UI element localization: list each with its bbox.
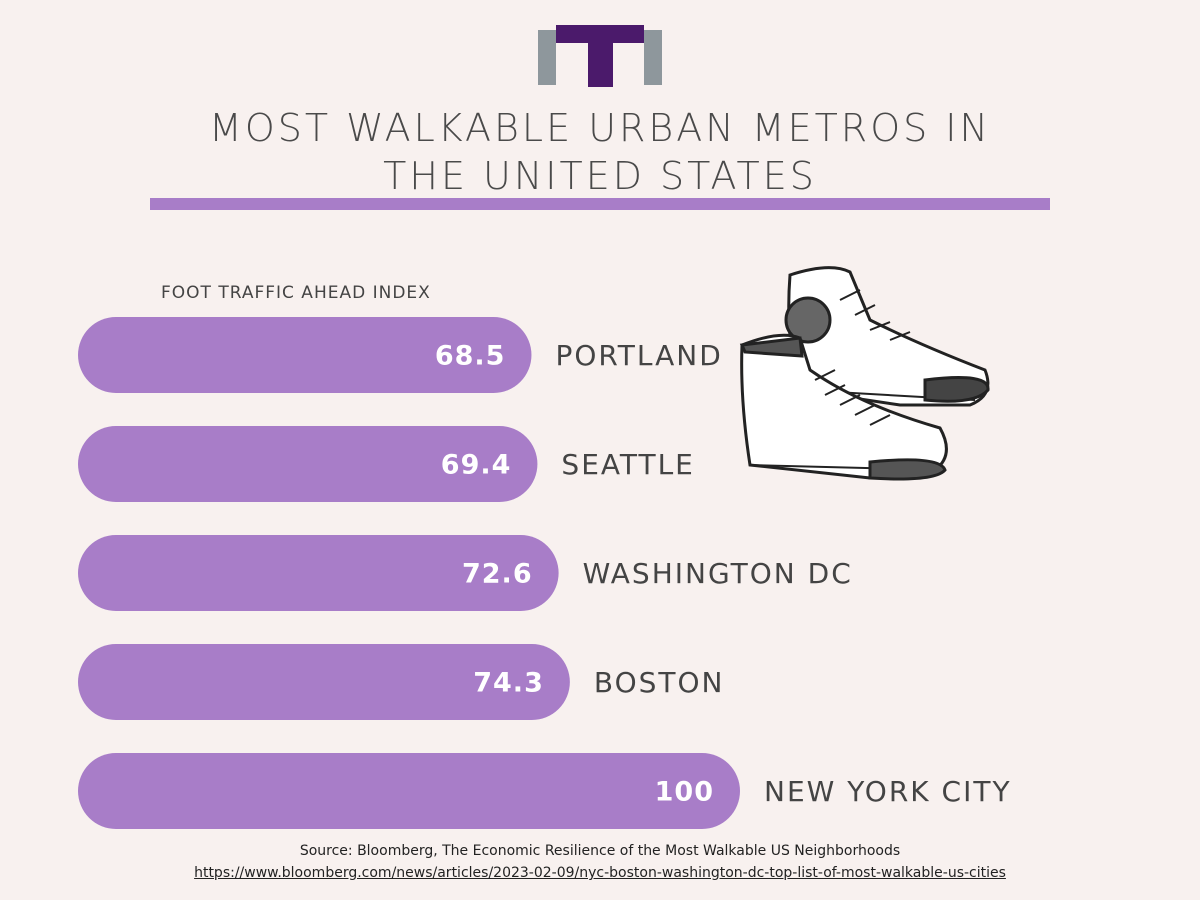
value-label: 68.5 [435, 341, 506, 372]
value-label: 69.4 [441, 450, 512, 481]
value-label: 74.3 [473, 668, 544, 699]
category-label: NEW YORK CITY [764, 775, 1012, 808]
title-rule [150, 198, 1050, 210]
category-label: SEATTLE [561, 448, 694, 481]
bar [78, 426, 538, 502]
value-label: 72.6 [462, 559, 533, 590]
source-note: Source: Bloomberg, The Economic Resilien… [0, 840, 1200, 884]
bar [78, 644, 570, 720]
shoes-illustration [739, 266, 990, 481]
bar [78, 317, 532, 393]
source-text: Source: Bloomberg, The Economic Resilien… [299, 843, 901, 859]
category-label: WASHINGTON DC [583, 557, 853, 590]
logo [538, 25, 662, 87]
chart-title: MOST WALKABLE URBAN METROS IN THE UNITED… [209, 106, 991, 198]
category-label: BOSTON [594, 666, 725, 699]
category-label: PORTLAND [555, 339, 722, 372]
bar [78, 535, 559, 611]
chart-subtitle: FOOT TRAFFIC AHEAD INDEX [161, 283, 431, 303]
bar [78, 753, 740, 829]
value-label: 100 [655, 777, 714, 808]
source-link[interactable]: https://www.bloomberg.com/news/articles/… [194, 865, 1006, 881]
